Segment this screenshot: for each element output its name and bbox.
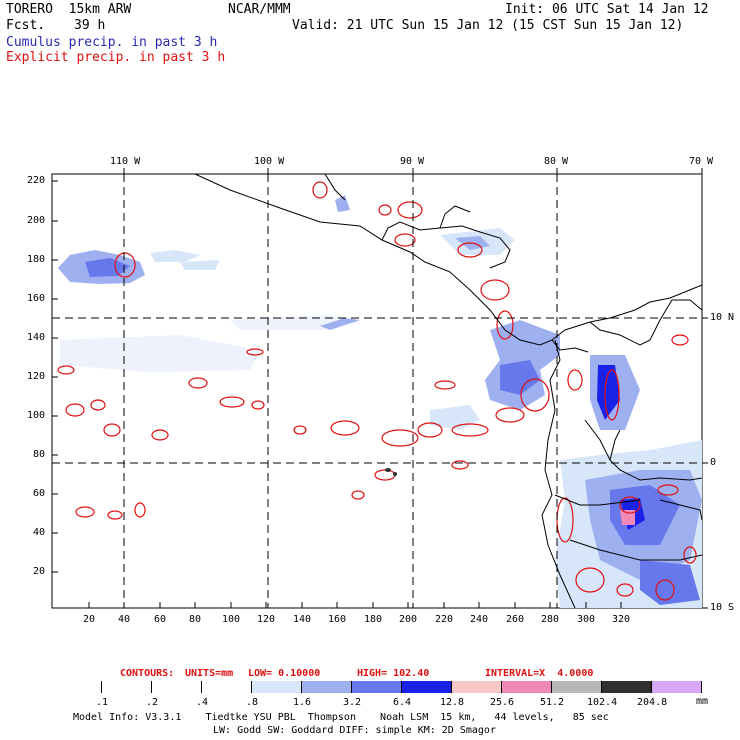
contours-interval: INTERVAL=X 4.0000 [485, 668, 594, 679]
x-tick-label: 220 [435, 614, 454, 625]
y-tick-label: 20 [33, 566, 46, 577]
legend-value: 25.6 [490, 697, 515, 708]
legend-color-cell [202, 681, 252, 693]
legend-color-cell [152, 681, 202, 693]
legend-value: .4 [196, 697, 209, 708]
heavy-precip-cells [385, 468, 397, 476]
coastlines [194, 173, 703, 609]
legend-color-cell [652, 681, 702, 693]
forecast-label: Fcst. [6, 18, 46, 33]
legend-color-cell [502, 681, 552, 693]
legend-color-cell [402, 681, 452, 693]
lon-label-70w: 70 W [689, 156, 714, 167]
legend-value: 102.4 [587, 697, 618, 708]
x-tick-label: 260 [506, 614, 525, 625]
forecast-hour: 39 h [74, 18, 106, 33]
lat-lon-grid [52, 174, 702, 608]
x-tick-label: 100 [222, 614, 241, 625]
contours-low: LOW= 0.10000 [248, 668, 321, 679]
contours-label: CONTOURS: [120, 668, 175, 679]
legend-value: 204.8 [637, 697, 668, 708]
contours-units: UNITS=mm [185, 668, 234, 679]
legend-color-cell [252, 681, 302, 693]
cumulus-legend: Cumulus precip. in past 3 h [6, 35, 218, 50]
init-time: Init: 06 UTC Sat 14 Jan 12 [505, 2, 709, 17]
legend-value: .8 [246, 697, 259, 708]
legend-color-cell [452, 681, 502, 693]
valid-time: Valid: 21 UTC Sun 15 Jan 12 (15 CST Sun … [292, 18, 684, 33]
y-tick-label: 40 [33, 527, 46, 538]
legend-value: 3.2 [343, 697, 362, 708]
contours-high: HIGH= 102.40 [357, 668, 430, 679]
legend-color-cell [602, 681, 652, 693]
x-tick-label: 140 [293, 614, 312, 625]
lat-label-10n: 10 N [710, 312, 735, 323]
y-tick-label: 100 [27, 410, 46, 421]
x-tick-label: 20 [83, 614, 96, 625]
y-tick-label: 160 [27, 293, 46, 304]
x-tick-label: 160 [328, 614, 347, 625]
y-tick-label: 200 [27, 215, 46, 226]
org-label: NCAR/MMM [228, 2, 291, 17]
legend-value: 1.6 [293, 697, 312, 708]
axis-ticks [52, 168, 708, 609]
x-tick-label: 300 [577, 614, 596, 625]
lon-label-80w: 80 W [544, 156, 569, 167]
legend-color-cell [552, 681, 602, 693]
legend-unit: mm [696, 696, 709, 707]
legend-value: 6.4 [393, 697, 412, 708]
y-tick-label: 140 [27, 332, 46, 343]
legend-value: 12.8 [440, 697, 465, 708]
y-tick-label: 120 [27, 371, 46, 382]
lon-label-110w: 110 W [110, 156, 141, 167]
lon-label-100w: 100 W [254, 156, 285, 167]
x-tick-label: 320 [612, 614, 631, 625]
x-tick-label: 120 [257, 614, 276, 625]
y-tick-label: 80 [33, 449, 46, 460]
legend-value: 51.2 [540, 697, 565, 708]
x-tick-label: 60 [154, 614, 167, 625]
x-tick-label: 200 [399, 614, 418, 625]
y-tick-label: 220 [27, 175, 46, 186]
lat-label-10s: 10 S [710, 602, 735, 613]
x-tick-label: 180 [364, 614, 383, 625]
y-tick-label: 60 [33, 488, 46, 499]
x-tick-label: 280 [541, 614, 560, 625]
y-tick-label: 180 [27, 254, 46, 265]
x-tick-label: 80 [189, 614, 202, 625]
explicit-legend: Explicit precip. in past 3 h [6, 50, 226, 65]
model-physics: LW: Godd SW: Goddard DIFF: simple KM: 2D… [213, 725, 496, 736]
model-title: TORERO 15km ARW [6, 2, 132, 17]
lat-label-0: 0 [710, 457, 717, 468]
legend-color-cell [352, 681, 402, 693]
x-tick-label: 240 [470, 614, 489, 625]
model-info: Model Info: V3.3.1 Tiedtke YSU PBL Thomp… [73, 712, 609, 723]
legend-color-cell [102, 681, 152, 693]
legend-value: .1 [96, 697, 109, 708]
legend-color-cell [52, 681, 102, 693]
cumulus-precip-shading [58, 195, 702, 608]
legend-value: .2 [146, 697, 159, 708]
x-tick-label: 40 [118, 614, 131, 625]
legend-color-cell [302, 681, 352, 693]
lon-label-90w: 90 W [400, 156, 425, 167]
